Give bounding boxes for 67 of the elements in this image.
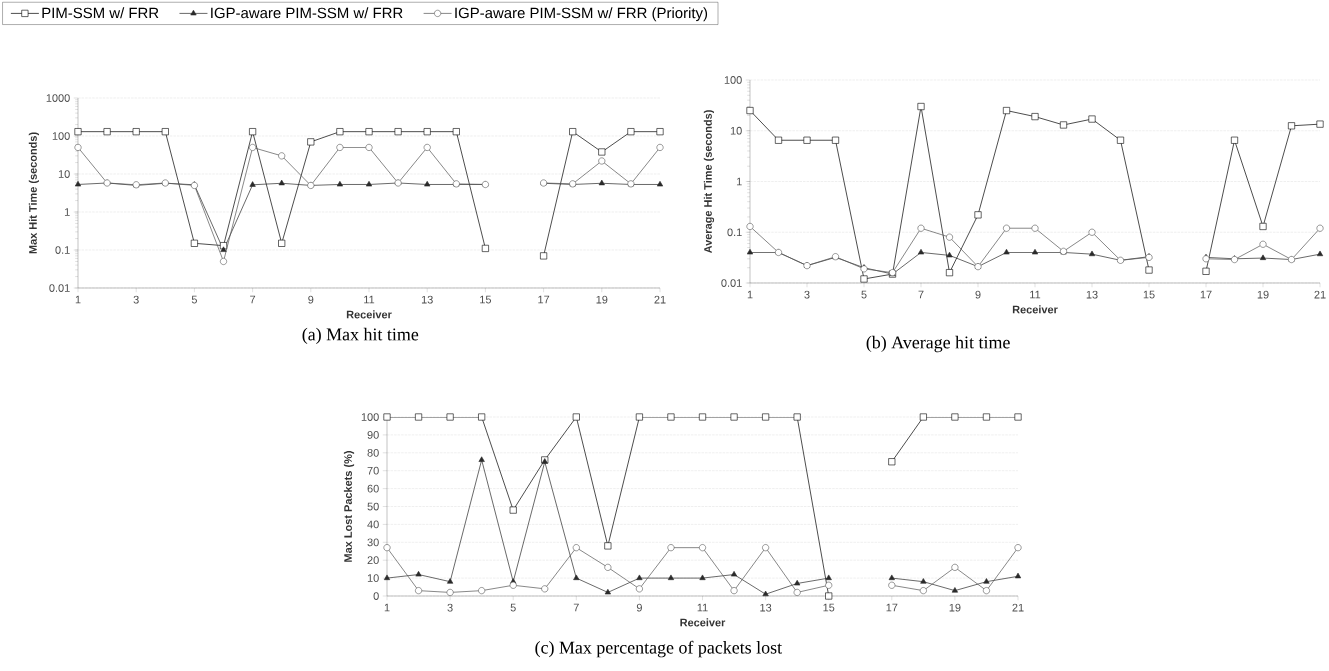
- y-tick-label: 10: [58, 170, 70, 178]
- x-tick-label: 3: [447, 603, 453, 612]
- y-tick-label: 0.01: [49, 284, 70, 292]
- legend-label: IGP-aware PIM-SSM w/ FRR (Priority): [455, 7, 708, 22]
- x-tick-label: 19: [949, 603, 961, 612]
- y-tick-label: 70: [367, 466, 379, 475]
- x-tick-label: 17: [886, 603, 898, 612]
- x-tick-label: 9: [308, 295, 314, 304]
- text: (b) Average hit time: [866, 335, 1010, 353]
- y-tick-label: 100: [724, 76, 742, 84]
- x-tick-label: 1: [75, 295, 81, 304]
- x-tick-label: 5: [510, 603, 516, 612]
- x-tick-label: 3: [804, 290, 810, 299]
- x-axis-title: Receiver: [1012, 305, 1058, 314]
- y-tick-label: 100: [52, 132, 70, 140]
- y-tick-label: 0.1: [727, 228, 742, 237]
- x-tick-label: 5: [191, 295, 197, 304]
- x-tick-label: 13: [1086, 290, 1098, 299]
- legend-label: PIM-SSM w/ FRR: [42, 7, 159, 19]
- y-tick-label: 10: [730, 126, 742, 135]
- x-tick-label: 21: [654, 295, 666, 304]
- y-tick-label: 80: [367, 448, 379, 457]
- y-tick-label: 60: [367, 484, 379, 493]
- y-axis-title: Max Lost Packets (%): [343, 451, 355, 562]
- x-tick-label: 7: [250, 295, 256, 304]
- y-tick-label: 100: [361, 413, 379, 421]
- y-tick-label: 1000: [46, 94, 70, 102]
- x-tick-label: 15: [823, 603, 835, 612]
- y-tick-label: 90: [367, 431, 379, 439]
- x-tick-label: 17: [538, 295, 550, 304]
- x-tick-label: 17: [1200, 290, 1212, 299]
- y-tick-label: 40: [367, 520, 379, 529]
- x-tick-label: 15: [1143, 290, 1155, 299]
- y-tick-label: 0.1: [55, 246, 70, 254]
- y-tick-label: 20: [367, 556, 379, 565]
- x-axis-title: Receiver: [680, 618, 726, 627]
- x-tick-label: 15: [480, 295, 492, 304]
- x-tick-label: 11: [364, 295, 375, 304]
- x-tick-label: 1: [384, 603, 390, 612]
- x-tick-label: 21: [1012, 603, 1024, 612]
- x-tick-label: 1: [747, 290, 753, 299]
- y-tick-label: 0: [373, 592, 379, 600]
- y-tick-label: 1: [736, 177, 742, 186]
- y-tick-label: 0.01: [721, 279, 742, 287]
- x-axis-title: Receiver: [346, 310, 392, 319]
- y-axis-title: Max Hit Time (seconds): [28, 132, 39, 254]
- y-axis-title: Average Hit Time (seconds): [703, 110, 715, 254]
- text: (c) Max percentage of packets lost: [535, 640, 782, 658]
- y-tick-label: 10: [367, 574, 379, 582]
- x-tick-label: 3: [133, 295, 139, 304]
- x-tick-label: 13: [421, 295, 433, 304]
- x-tick-label: 9: [636, 603, 642, 612]
- x-tick-label: 9: [975, 290, 981, 299]
- x-tick-label: 11: [1030, 290, 1041, 299]
- x-tick-label: 7: [918, 290, 924, 299]
- y-tick-label: 50: [367, 502, 379, 511]
- x-tick-label: 11: [697, 603, 708, 612]
- text: (a) Max hit time: [302, 327, 419, 345]
- x-tick-label: 19: [596, 295, 608, 304]
- x-tick-label: 21: [1314, 290, 1326, 299]
- x-tick-label: 5: [861, 290, 867, 299]
- legend-label: IGP-aware PIM-SSM w/ FRR: [211, 7, 403, 19]
- x-tick-label: 7: [573, 603, 579, 612]
- x-tick-label: 19: [1257, 290, 1269, 299]
- y-tick-label: 30: [367, 538, 379, 547]
- y-tick-label: 1: [64, 208, 70, 216]
- x-tick-label: 13: [760, 603, 772, 612]
